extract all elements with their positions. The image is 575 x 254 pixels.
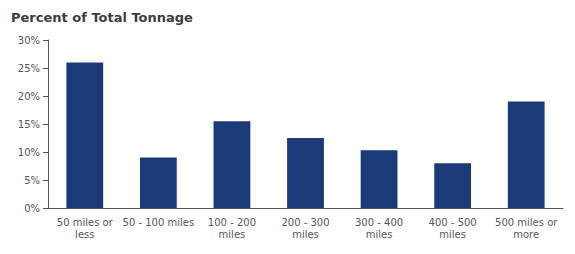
svg-text:miles: miles [292,229,319,240]
svg-text:30%: 30% [18,35,40,46]
svg-text:100 - 200: 100 - 200 [208,217,256,228]
svg-text:5%: 5% [24,175,40,186]
svg-text:25%: 25% [18,63,40,74]
svg-text:0%: 0% [24,203,40,214]
svg-text:miles: miles [219,229,246,240]
svg-text:50 - 100 miles: 50 - 100 miles [123,217,195,228]
svg-text:300 - 400: 300 - 400 [355,217,403,228]
svg-text:200 - 300: 200 - 300 [281,217,329,228]
svg-text:500 miles or: 500 miles or [495,217,558,228]
svg-text:50 miles or: 50 miles or [57,217,114,228]
svg-text:less: less [75,229,94,240]
svg-text:20%: 20% [18,91,40,102]
svg-text:more: more [513,229,539,240]
svg-text:10%: 10% [18,147,40,158]
svg-text:15%: 15% [18,119,40,130]
svg-text:Percent of Total Tonnage: Percent of Total Tonnage [11,10,193,25]
svg-text:miles: miles [366,229,393,240]
svg-text:400 - 500: 400 - 500 [429,217,477,228]
svg-text:miles: miles [439,229,466,240]
